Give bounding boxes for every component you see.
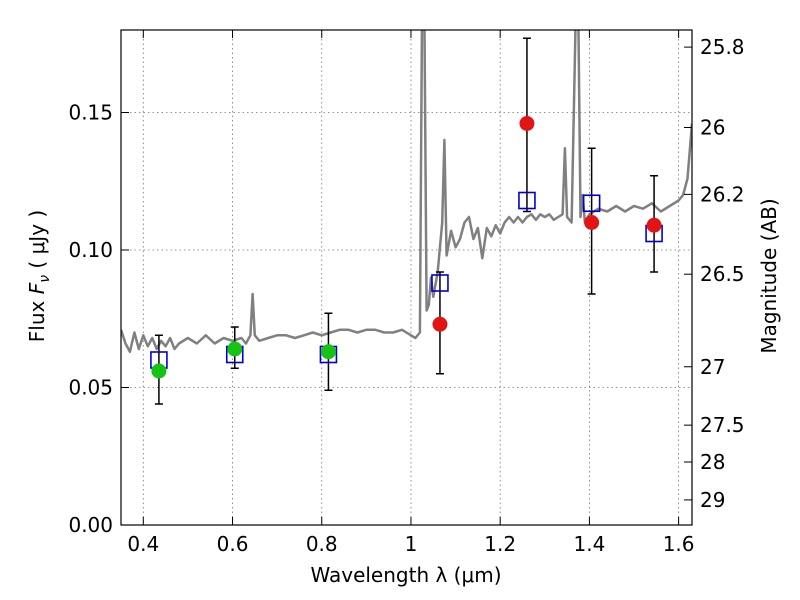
observed-point-green [151, 363, 167, 379]
x-tick-label: 1.6 [663, 532, 695, 556]
right-tick-labels: 25.8 26 26.2 26.5 27 27.5 28 29 [700, 35, 745, 512]
right-tick-label: 28 [700, 450, 725, 474]
y-axis-label-subscript: ν [37, 275, 53, 283]
y-axis-label: Flux Fν ( μJy ) [25, 210, 53, 342]
y-tick-label: 0.05 [68, 376, 113, 400]
y-tick-labels: 0.00 0.05 0.10 0.15 [68, 101, 113, 538]
x-tick-label: 1.2 [484, 532, 516, 556]
model-square [518, 191, 536, 210]
observed-point-red [584, 215, 600, 230]
right-tick-label: 26.2 [700, 182, 745, 206]
x-tick-label: 0.6 [217, 532, 249, 556]
x-tick-label: 0.4 [127, 532, 159, 556]
model-square [582, 194, 601, 213]
observed-point-green [227, 341, 243, 357]
y-axis-label-prefix: Flux [25, 294, 49, 342]
x-axis-label: Wavelength λ (μm) [310, 563, 501, 587]
observed-point-red [646, 217, 662, 233]
right-tick-label: 26.5 [700, 262, 745, 286]
y-tick-label: 0.00 [68, 513, 113, 537]
y-axis-label-symbol: F [25, 282, 49, 294]
model-square [431, 274, 449, 292]
observed-points [151, 116, 662, 379]
right-tick-label: 26 [700, 116, 725, 140]
x-tick-label: 0.8 [306, 532, 338, 556]
right-axis-label: Magnitude (AB) [757, 198, 781, 353]
y-tick-label: 0.10 [68, 238, 113, 262]
right-tick-label: 25.8 [700, 35, 745, 59]
y-tick-label: 0.15 [68, 101, 113, 125]
observed-point-green [320, 344, 336, 360]
right-tick-label: 27.5 [700, 413, 745, 437]
spectrum-series [121, 30, 692, 354]
x-tick-labels: 0.4 0.6 0.8 1 1.2 1.4 1.6 [127, 532, 694, 556]
axis-ticks [121, 30, 692, 526]
observed-point-red [519, 116, 535, 131]
x-tick-label: 1.4 [573, 532, 605, 556]
grid-lines [121, 30, 692, 525]
x-tick-label: 1 [405, 532, 418, 556]
observed-point-red [432, 316, 448, 332]
right-tick-label: 29 [700, 488, 725, 512]
y-axis-label-unit: ( μJy ) [25, 210, 49, 275]
right-tick-label: 27 [700, 355, 725, 379]
plot-frame [120, 29, 693, 526]
spectrum-line [121, 30, 692, 354]
